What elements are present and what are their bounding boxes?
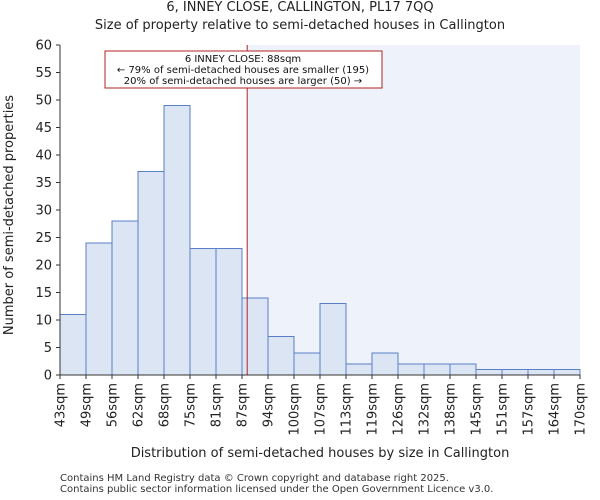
y-tick-label: 55 (35, 66, 52, 81)
x-tick-label: 87sqm (236, 383, 251, 427)
y-tick-label: 25 (35, 231, 52, 246)
bar-113sqm (345, 363, 373, 376)
x-tick-label: 43sqm (54, 383, 69, 427)
y-axis-label: Number of semi-detached properties (2, 95, 17, 335)
y-tick-label: 40 (35, 149, 52, 164)
bar-151sqm (501, 369, 529, 376)
y-tick-label: 20 (35, 259, 52, 274)
x-tick-label: 138sqm (444, 383, 459, 436)
bar-81sqm (215, 248, 243, 376)
x-tick-label: 145sqm (470, 383, 485, 436)
x-tick-label: 157sqm (522, 383, 537, 436)
x-tick-label: 151sqm (496, 383, 511, 436)
x-tick-label: 56sqm (106, 383, 121, 427)
bars-group (59, 105, 581, 376)
x-tick-label: 100sqm (288, 383, 303, 436)
chart-subtitle: Size of property relative to semi-detach… (94, 18, 506, 33)
bar-100sqm (293, 352, 321, 376)
bar-56sqm (111, 220, 139, 376)
y-tick-label: 15 (35, 286, 52, 301)
bar-119sqm (371, 352, 399, 376)
annotation-box: 6 INNEY CLOSE: 88sqm ← 79% of semi-detac… (104, 50, 383, 89)
x-tick-label: 126sqm (392, 383, 407, 436)
annotation-border (104, 50, 383, 89)
bar-68sqm (163, 105, 191, 376)
bar-145sqm (475, 369, 503, 376)
annotation-line-3: 20% of semi-detached houses are larger (… (124, 76, 362, 87)
x-tick-label: 81sqm (210, 383, 225, 427)
y-tick-label: 10 (35, 314, 52, 329)
highlight-region (247, 45, 580, 375)
y-tick-label: 50 (35, 94, 52, 109)
y-tick-label: 60 (35, 39, 52, 54)
bar-164sqm (553, 369, 581, 376)
y-tick-label: 35 (35, 176, 52, 191)
annotation-line-2: ← 79% of semi-detached houses are smalle… (117, 65, 369, 76)
bar-43sqm (59, 314, 87, 376)
y-tick-label: 45 (35, 121, 52, 136)
footer-licence: Contains public sector information licen… (60, 484, 494, 495)
bar-75sqm (189, 248, 217, 376)
x-ticks-group: 43sqm 49sqm 56sqm 62sqm 68sqm 75sqm 81sqm 87sqm… (54, 375, 589, 436)
y-ticks-group: 0 5 10 15 20 25 30 35 40 45 50 55 60 (35, 39, 60, 384)
bar-138sqm (449, 363, 477, 376)
x-tick-label: 75sqm (184, 383, 199, 427)
x-tick-label: 170sqm (574, 383, 589, 436)
bar-62sqm (137, 171, 165, 376)
bar-49sqm (85, 242, 113, 376)
chart-title: 6, INNEY CLOSE, CALLINGTON, PL17 7QQ (166, 0, 434, 15)
footer-copyright: Contains HM Land Registry data © Crown c… (60, 473, 449, 484)
annotation-line-1: 6 INNEY CLOSE: 88sqm (185, 54, 301, 65)
x-tick-label: 113sqm (340, 383, 355, 436)
bar-94sqm (267, 336, 295, 376)
y-tick-label: 30 (35, 204, 52, 219)
bar-107sqm (319, 303, 347, 376)
x-tick-label: 132sqm (418, 383, 433, 436)
x-tick-label: 119sqm (366, 383, 381, 436)
bar-157sqm (527, 369, 555, 376)
x-tick-label: 49sqm (80, 383, 95, 427)
x-tick-label: 68sqm (158, 383, 173, 427)
x-axis-label: Distribution of semi-detached houses by … (131, 446, 510, 461)
y-tick-label: 0 (44, 369, 52, 384)
x-tick-label: 107sqm (314, 383, 329, 436)
bar-132sqm (423, 363, 451, 376)
x-tick-label: 62sqm (132, 383, 147, 427)
bar-126sqm (397, 363, 425, 376)
bar-87sqm (241, 297, 269, 376)
x-tick-label: 94sqm (262, 383, 277, 427)
y-tick-label: 5 (44, 341, 52, 356)
x-tick-label: 164sqm (548, 383, 563, 436)
